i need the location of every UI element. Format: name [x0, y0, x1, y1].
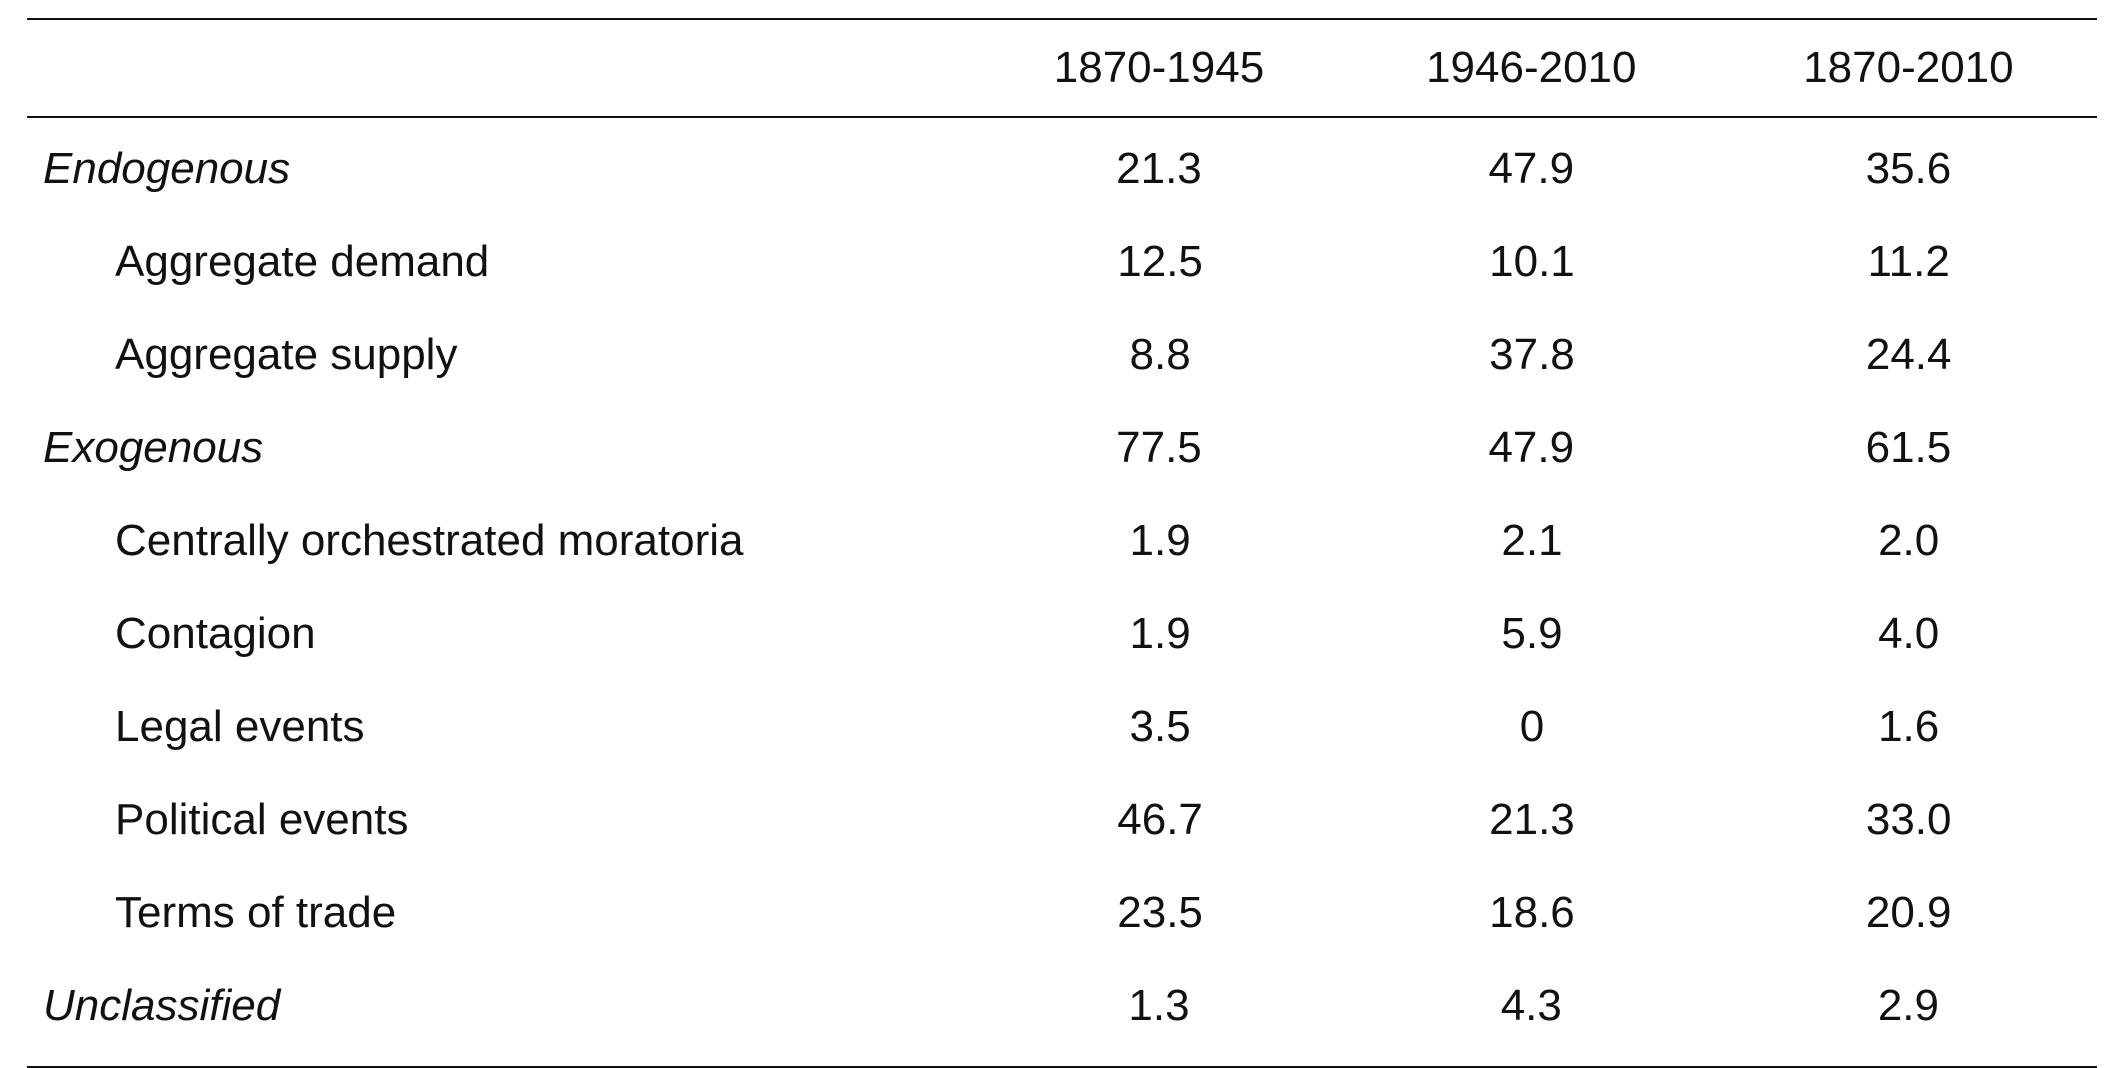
table-row: Contagion 1.9 5.9 4.0 [27, 587, 2097, 680]
top-rule [27, 18, 2097, 20]
value-cell: 21.3 [1116, 143, 1202, 193]
row-label: Political events [115, 794, 409, 844]
table-row: Unclassified 1.3 4.3 2.9 [27, 959, 2097, 1052]
value-cell: 1.3 [1128, 980, 1190, 1030]
bottom-spacer [27, 1052, 2097, 1066]
header-rule [27, 116, 2097, 118]
value-cell: 3.5 [1129, 701, 1191, 751]
bottom-rule [27, 1066, 2097, 1068]
row-label: Aggregate supply [115, 329, 458, 379]
value-cell: 21.3 [1489, 794, 1575, 844]
value-cell: 1.9 [1129, 515, 1191, 565]
value-cell: 4.0 [1878, 608, 1940, 658]
table-row: Exogenous 77.5 47.9 61.5 [27, 401, 2097, 494]
value-cell: 2.9 [1877, 980, 1939, 1030]
value-cell: 61.5 [1865, 422, 1952, 472]
table-row: Terms of trade 23.5 18.6 20.9 [27, 866, 2097, 959]
value-cell: 5.9 [1501, 608, 1563, 658]
table-row: Aggregate supply 8.8 37.8 24.4 [27, 308, 2097, 401]
table-row: Centrally orchestrated moratoria 1.9 2.1 2.… [27, 494, 2097, 587]
value-cell: 47.9 [1488, 143, 1575, 193]
value-cell: 2.1 [1501, 515, 1563, 565]
value-cell: 20.9 [1865, 887, 1952, 937]
value-cell: 77.5 [1116, 422, 1202, 472]
value-cell: 12.5 [1117, 236, 1203, 286]
value-cell: 10.1 [1489, 236, 1575, 286]
column-header-1946-2010: 1946-2010 [1426, 43, 1637, 92]
value-cell: 1.9 [1129, 608, 1191, 658]
value-cell: 1.6 [1878, 701, 1940, 751]
value-cell: 47.9 [1488, 422, 1575, 472]
data-table: 1870-1945 1946-2010 1870-2010 Endogenous… [27, 18, 2097, 1068]
row-label: Aggregate demand [115, 236, 490, 286]
table-body: Endogenous 21.3 47.9 35.6 Aggregate demand 12… [27, 122, 2097, 1052]
value-cell: 46.7 [1117, 794, 1203, 844]
table-row: Aggregate demand 12.5 10.1 11.2 [27, 215, 2097, 308]
value-cell: 24.4 [1865, 329, 1952, 379]
value-cell: 23.5 [1117, 887, 1203, 937]
group-label: Unclassified [43, 980, 281, 1030]
column-header-1870-1945: 1870-1945 [1053, 43, 1265, 92]
value-cell: 8.8 [1129, 329, 1191, 379]
group-label: Endogenous [43, 143, 291, 193]
value-cell: 18.6 [1489, 887, 1575, 937]
value-cell: 33.0 [1865, 794, 1952, 844]
group-label: Exogenous [43, 422, 264, 472]
row-label: Terms of trade [115, 887, 397, 937]
row-label: Centrally orchestrated moratoria [115, 515, 744, 565]
value-cell: 4.3 [1500, 980, 1562, 1030]
value-cell: 37.8 [1489, 329, 1575, 379]
value-cell: 2.0 [1878, 515, 1940, 565]
table-header-row: 1870-1945 1946-2010 1870-2010 [27, 20, 2097, 116]
value-cell: 11.2 [1867, 236, 1950, 286]
value-cell: 0 [1519, 701, 1545, 751]
table-row: Political events 46.7 21.3 33.0 [27, 773, 2097, 866]
row-label: Legal events [115, 701, 365, 751]
row-label: Contagion [115, 608, 316, 658]
value-cell: 35.6 [1865, 143, 1952, 193]
column-header-1870-2010: 1870-2010 [1803, 43, 2014, 92]
table-row: Legal events 3.5 0 1.6 [27, 680, 2097, 773]
table-row: Endogenous 21.3 47.9 35.6 [27, 122, 2097, 215]
